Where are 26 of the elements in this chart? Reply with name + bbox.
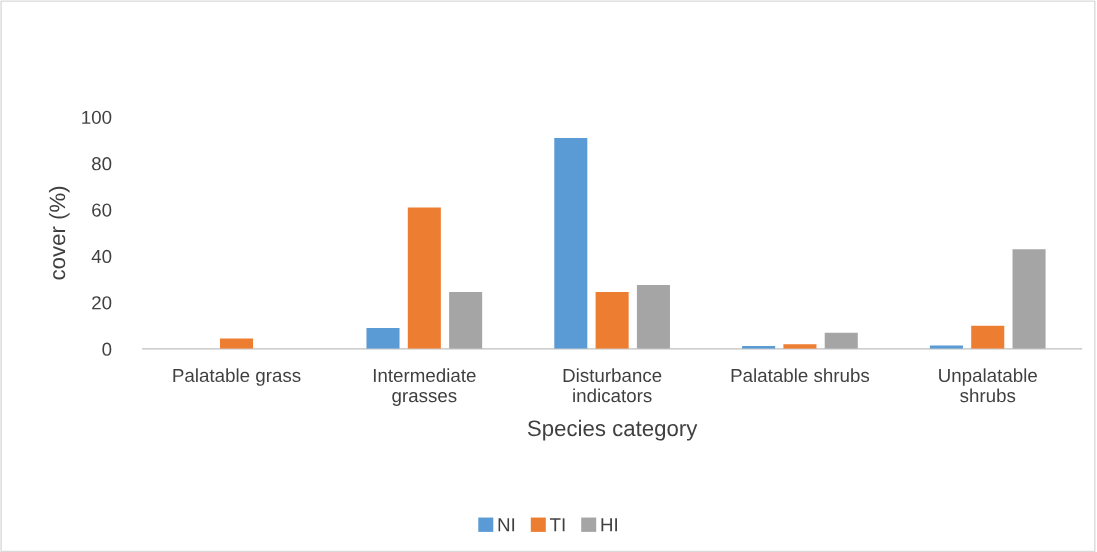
y-tick-label: 0: [102, 342, 112, 356]
bar: [636, 285, 670, 349]
y-tick-label: 100: [82, 110, 112, 124]
x-tick-label: Palatable shrubs: [731, 368, 870, 383]
y-tick-label: 20: [92, 296, 112, 310]
bar: [407, 207, 441, 349]
x-tick-label: Disturbance indicators: [563, 368, 662, 403]
y-tick-label: 60: [92, 203, 112, 217]
bar: [554, 137, 588, 349]
bar: [366, 328, 400, 349]
y-tick-label: 80: [92, 157, 112, 171]
bar: [971, 325, 1005, 349]
bar: [219, 338, 254, 349]
x-tick-label: Intermediate grasses: [373, 368, 476, 406]
y-axis-title: cover (%): [48, 186, 70, 280]
legend-label: HI: [601, 518, 617, 532]
bar: [595, 292, 629, 349]
legend-label: NI: [498, 518, 515, 532]
y-tick-label: 40: [91, 249, 112, 264]
bar: [1012, 249, 1046, 349]
x-tick-label: Unpalatable shrubs: [939, 368, 1037, 403]
bar: [824, 332, 858, 349]
legend-label: TI: [549, 518, 565, 532]
bar: [449, 292, 483, 349]
x-tick-label: Palatable grass: [173, 368, 301, 386]
x-axis-title: Species category: [527, 419, 698, 441]
